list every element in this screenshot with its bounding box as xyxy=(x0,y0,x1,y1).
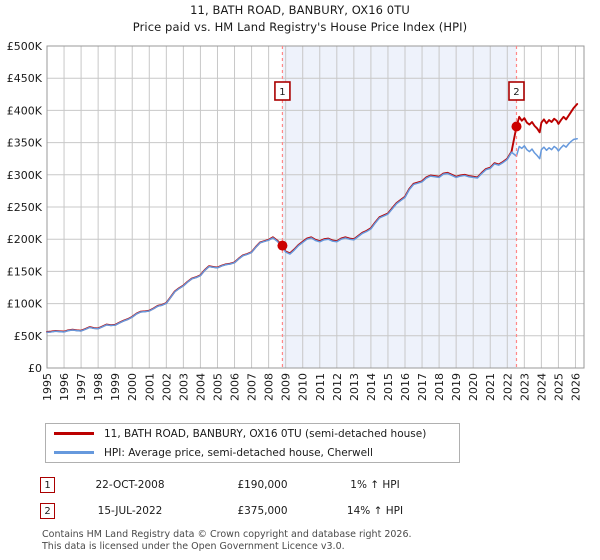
x-axis-tick-label: 2018 xyxy=(433,373,446,401)
y-axis-tick-label: £500K xyxy=(7,40,43,53)
transactions-table: 1 22-OCT-2008 £190,000 1% ↑ HPI 2 15-JUL… xyxy=(40,472,470,524)
x-axis-tick-label: 2015 xyxy=(382,373,395,401)
x-axis-tick-label: 2004 xyxy=(194,373,207,401)
x-axis-tick-label: 2017 xyxy=(416,373,429,401)
table-row: 2 15-JUL-2022 £375,000 14% ↑ HPI xyxy=(40,498,470,524)
txn-badge-1: 1 xyxy=(40,477,55,493)
x-axis-tick-label: 2011 xyxy=(314,373,327,401)
y-axis-tick-label: £450K xyxy=(7,72,43,85)
x-axis-tick-label: 1999 xyxy=(109,373,122,401)
chart-legend: 11, BATH ROAD, BANBURY, OX16 0TU (semi-d… xyxy=(45,423,460,463)
event-callout-box[interactable] xyxy=(274,81,291,101)
x-axis-tick-label: 1996 xyxy=(58,373,71,401)
y-axis-tick-label: £350K xyxy=(7,137,43,150)
y-axis-tick-label: £100K xyxy=(7,298,43,311)
event-callout-label: 1 xyxy=(279,87,285,98)
y-axis-tick-label: £150K xyxy=(7,265,43,278)
x-axis-tick-label: 2023 xyxy=(518,373,531,401)
plot-frame xyxy=(46,45,585,369)
txn-hpi-1: 1% ↑ HPI xyxy=(350,479,400,491)
legend-swatch-price xyxy=(54,432,94,435)
x-axis-tick-label: 2026 xyxy=(569,373,582,401)
x-axis-tick-label: 1998 xyxy=(92,373,105,401)
y-axis-tick-label: £0 xyxy=(28,362,42,375)
x-axis-tick-label: 2014 xyxy=(365,373,378,401)
y-axis-tick-label: £50K xyxy=(14,330,43,343)
legend-label-price: 11, BATH ROAD, BANBURY, OX16 0TU (semi-d… xyxy=(104,427,427,440)
y-axis-tick-label: £250K xyxy=(7,201,43,214)
x-axis-tick-label: 2006 xyxy=(229,373,242,401)
x-axis-tick-label: 2021 xyxy=(484,373,497,401)
txn-date-2: 15-JUL-2022 xyxy=(97,505,163,517)
x-axis-tick-label: 2025 xyxy=(552,373,565,401)
x-axis-tick-label: 2010 xyxy=(297,373,310,401)
x-axis-tick-label: 1995 xyxy=(41,373,54,401)
x-axis-tick-label: 2003 xyxy=(177,373,190,401)
x-axis-tick-label: 2016 xyxy=(399,373,412,401)
x-axis-tick-label: 2009 xyxy=(280,373,293,401)
txn-badge-2: 2 xyxy=(40,503,55,519)
footer-line-2: This data is licensed under the Open Gov… xyxy=(42,540,345,552)
chart-title-block: 11, BATH ROAD, BANBURY, OX16 0TU Price p… xyxy=(0,2,600,36)
x-axis-tick-label: 2005 xyxy=(211,373,224,401)
txn-date-1: 22-OCT-2008 xyxy=(95,479,165,491)
x-axis-tick-label: 2000 xyxy=(126,373,139,401)
x-axis-tick-label: 2012 xyxy=(331,373,344,401)
page-title: 11, BATH ROAD, BANBURY, OX16 0TU xyxy=(190,3,410,17)
event-callout-box[interactable] xyxy=(508,81,525,101)
legend-label-hpi: HPI: Average price, semi-detached house,… xyxy=(104,446,373,459)
y-axis-tick-label: £400K xyxy=(7,104,43,117)
table-row: 1 22-OCT-2008 £190,000 1% ↑ HPI xyxy=(40,472,470,498)
x-axis-tick-label: 2019 xyxy=(450,373,463,401)
chart-canvas: £0 £50K £100K £150K £200K £250K £300K £350K £400… xyxy=(7,40,585,401)
x-axis-tick-label: 2008 xyxy=(263,373,276,401)
event-callout-label: 2 xyxy=(513,87,519,98)
y-axis-tick-label: £300K xyxy=(7,169,43,182)
copyright-footer: Contains HM Land Registry data © Crown c… xyxy=(42,529,562,552)
sale-point-marker[interactable] xyxy=(277,240,288,251)
x-axis-tick-label: 2007 xyxy=(246,373,259,401)
x-axis-tick-label: 2022 xyxy=(501,373,514,401)
sale-point-marker[interactable] xyxy=(511,121,522,132)
x-axis-tick-label: 2020 xyxy=(467,373,480,401)
x-axis-tick-label: 2013 xyxy=(348,373,361,401)
page-subtitle: Price paid vs. HM Land Registry's House … xyxy=(132,20,468,34)
legend-entry-hpi: HPI: Average price, semi-detached house,… xyxy=(46,443,459,462)
txn-price-2: £375,000 xyxy=(237,505,288,517)
x-axis-tick-label: 2001 xyxy=(143,373,156,401)
y-axis-tick-label: £200K xyxy=(7,233,43,246)
x-axis-tick-label: 1997 xyxy=(75,373,88,401)
legend-swatch-hpi xyxy=(54,451,94,454)
txn-hpi-2: 14% ↑ HPI xyxy=(346,505,404,517)
txn-price-1: £190,000 xyxy=(237,479,288,491)
hpi-average-line xyxy=(46,137,578,334)
legend-entry-price: 11, BATH ROAD, BANBURY, OX16 0TU (semi-d… xyxy=(46,424,459,443)
footer-line-1: Contains HM Land Registry data © Crown c… xyxy=(42,529,412,540)
x-axis-tick-label: 2002 xyxy=(160,373,173,401)
x-axis-tick-label: 2024 xyxy=(535,373,548,401)
